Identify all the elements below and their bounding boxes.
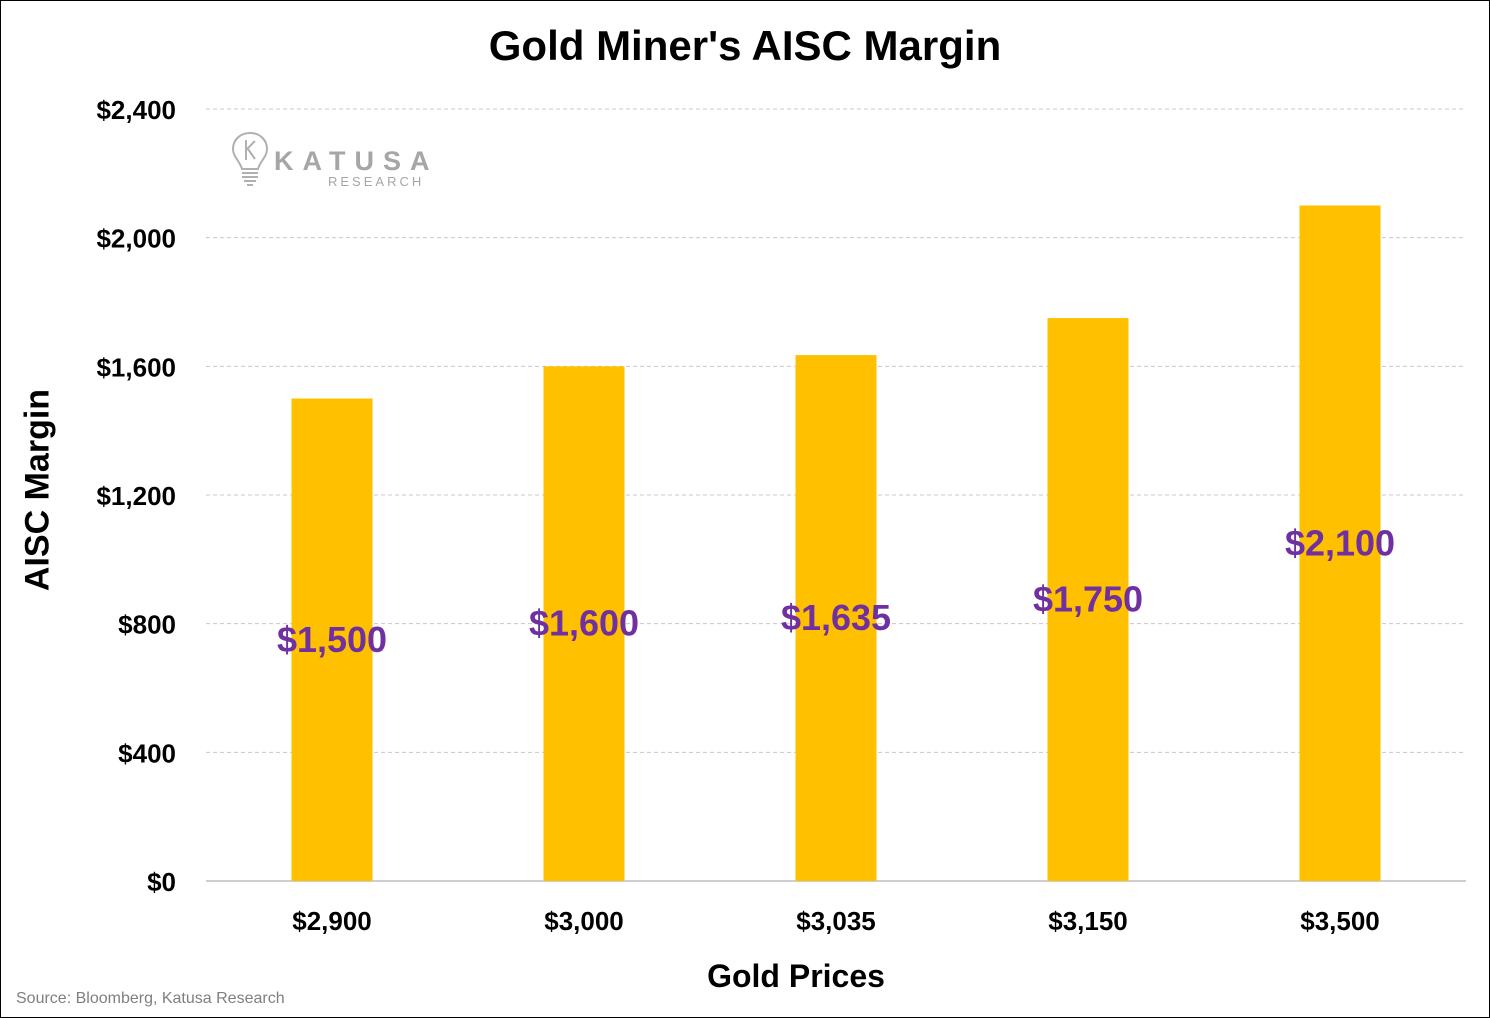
- y-tick-label: $0: [147, 867, 176, 897]
- x-axis-label: Gold Prices: [707, 958, 885, 994]
- bar: [291, 398, 373, 881]
- x-tick-label: $3,500: [1300, 906, 1380, 936]
- y-tick-label: $2,000: [96, 224, 176, 254]
- bar: [795, 355, 877, 881]
- y-tick-label: $1,200: [96, 481, 176, 511]
- y-tick-label: $1,600: [96, 352, 176, 382]
- x-tick-label: $2,900: [292, 906, 372, 936]
- logo-text: KATUSA: [274, 146, 439, 176]
- y-tick-label: $2,400: [96, 95, 176, 125]
- source-note: Source: Bloomberg, Katusa Research: [16, 990, 285, 1007]
- x-tick-label: $3,035: [796, 906, 876, 936]
- data-label: $2,100: [1285, 522, 1395, 563]
- bar: [1299, 205, 1381, 881]
- data-label: $1,635: [781, 597, 891, 638]
- logo-subtext: RESEARCH: [328, 174, 425, 189]
- lightbulb-icon: [231, 131, 269, 186]
- chart-title: Gold Miner's AISC Margin: [488, 22, 1002, 69]
- bar: [1047, 318, 1129, 881]
- x-tick-label: $3,000: [544, 906, 624, 936]
- y-tick-label: $800: [118, 610, 176, 640]
- bar: [543, 366, 625, 881]
- data-label: $1,600: [529, 603, 639, 644]
- y-tick-label: $400: [118, 738, 176, 768]
- data-label: $1,500: [277, 619, 387, 660]
- x-tick-label: $3,150: [1048, 906, 1128, 936]
- data-label: $1,750: [1033, 579, 1143, 620]
